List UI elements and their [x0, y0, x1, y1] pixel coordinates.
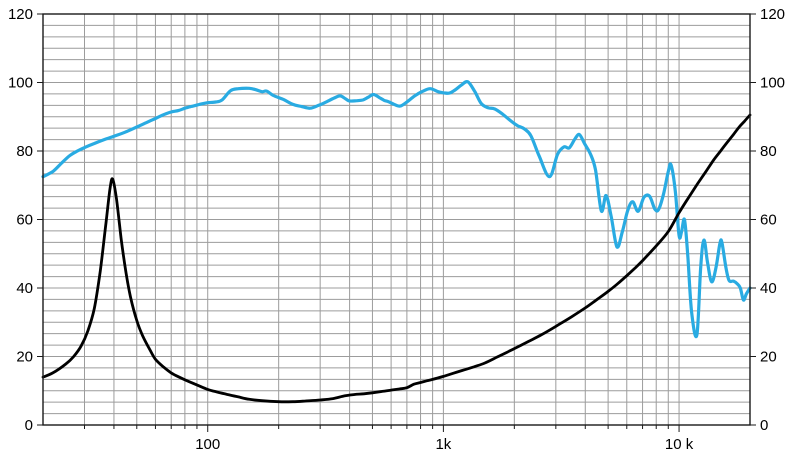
y-tick-label-left: 100	[8, 75, 33, 92]
y-tick-label-right: 60	[760, 212, 777, 229]
y-tick-label-right: 80	[760, 143, 777, 160]
y-tick-label-left: 80	[16, 143, 33, 160]
y-tick-label-right: 0	[760, 417, 768, 434]
x-tick-label: 100	[195, 436, 220, 453]
y-tick-label-left: 60	[16, 212, 33, 229]
y-tick-label-left: 0	[25, 417, 33, 434]
y-tick-label-left: 20	[16, 349, 33, 366]
y-tick-label-left: 40	[16, 280, 33, 297]
series-impedance	[41, 113, 752, 404]
y-tick-label-right: 40	[760, 280, 777, 297]
series-frequency-response	[41, 79, 752, 339]
y-tick-label-right: 20	[760, 349, 777, 366]
x-tick-label: 1k	[435, 436, 451, 453]
y-tick-label-right: 100	[760, 75, 785, 92]
x-tick-label: 10 k	[665, 436, 694, 453]
y-tick-label-right: 120	[760, 6, 785, 23]
y-tick-label-left: 120	[8, 6, 33, 23]
